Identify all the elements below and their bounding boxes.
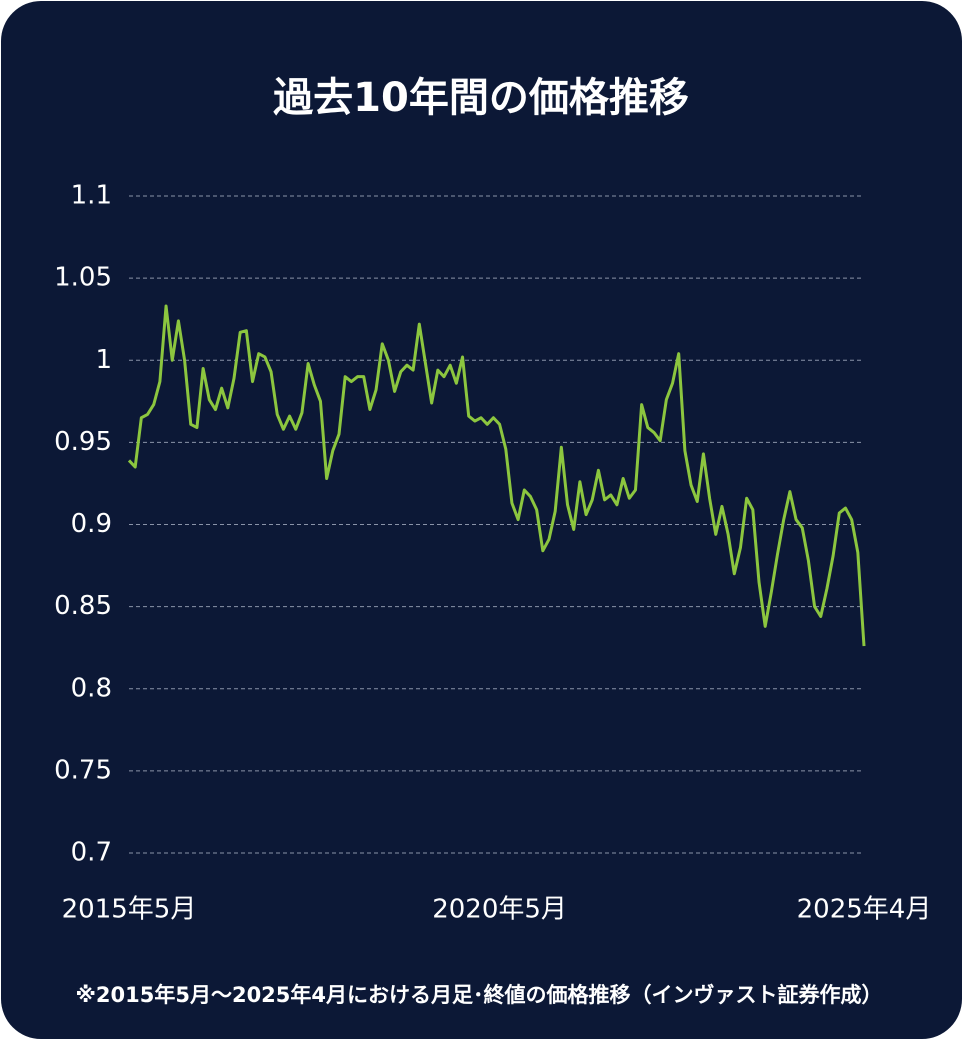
x-tick-label: 2020年5月 bbox=[432, 895, 567, 925]
y-tick-label: 0.8 bbox=[71, 673, 112, 703]
y-tick-label: 0.7 bbox=[71, 838, 112, 868]
x-tick-label: 2025年4月 bbox=[797, 895, 932, 925]
x-tick-label: 2015年5月 bbox=[62, 895, 197, 925]
y-tick-label: 0.9 bbox=[71, 509, 112, 539]
footnote: ※2015年5月～2025年4月における月足･終値の価格推移（インヴァスト証券作… bbox=[75, 983, 882, 1007]
y-tick-label: 1.1 bbox=[71, 181, 112, 211]
y-tick-label: 1 bbox=[95, 345, 112, 375]
y-tick-label: 0.75 bbox=[54, 755, 112, 785]
chart-title: 過去10年間の価格推移 bbox=[273, 75, 689, 121]
y-tick-label: 1.05 bbox=[54, 263, 112, 293]
y-tick-label: 0.85 bbox=[54, 591, 112, 621]
price-line bbox=[127, 304, 866, 647]
y-tick-label: 0.95 bbox=[54, 427, 112, 457]
